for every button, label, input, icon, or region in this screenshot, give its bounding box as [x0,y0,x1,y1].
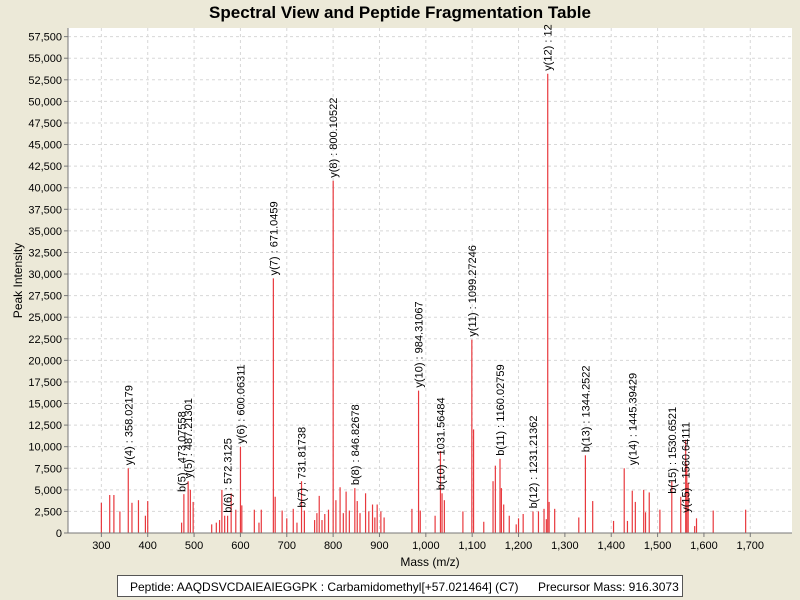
x-tick-label: 1,100 [458,540,486,552]
y-tick-label: 55,000 [28,53,62,65]
y-axis-title: Peak Intensity [11,243,25,318]
x-tick-label: 1,200 [505,540,533,552]
y-tick-label: 5,000 [34,485,62,497]
spectrum-chart[interactable]: 0 2,500 5,000 7,500 10,000 12,500 15,000 17,500… [0,0,800,572]
x-tick-label: 1,400 [597,540,625,552]
y-tick-label: 52,500 [28,75,62,87]
y-tick-label: 45,000 [28,140,62,152]
y-tick-label: 2,500 [34,506,62,518]
x-tick-label: 1,000 [412,540,440,552]
x-tick-label: 1,600 [690,540,718,552]
precursor-mass-label: Precursor Mass: 916.3073 [538,580,679,594]
peak-label: b(13) : 1344.2522 [580,365,592,452]
peak-label: y(11) : 1099.27246 [467,245,479,337]
peak-label: y(4) : 358.02179 [123,385,135,465]
peak-label: b(11) : 1160.02759 [495,364,507,455]
grid [68,28,792,533]
x-tick-label: 700 [278,540,296,552]
peak-label: b(10) : 1031.56484 [435,397,447,490]
peaks [100,73,747,533]
chart-title: Spectral View and Peptide Fragmentation … [209,3,591,22]
plot-area [68,28,792,533]
peak-label: y(12) : 12 [543,24,555,70]
peak-label: y(15) : 1560.64111 [681,422,693,513]
x-tick-label: 1,300 [551,540,579,552]
peak-label: b(6) : 572.3125 [223,438,235,513]
peak-label: b(7) : 731.81738 [297,427,309,508]
y-tick-label: 37,500 [28,204,62,216]
y-tick-label: 47,500 [28,118,62,130]
y-tick-label: 7,500 [34,463,62,475]
y-tick-label: 30,000 [28,269,62,281]
y-tick-label: 10,000 [28,442,62,454]
y-tick-label: 57,500 [28,32,62,44]
x-tick-label: 400 [139,540,157,552]
x-tick-label: 1,500 [644,540,672,552]
x-tick-label: 900 [370,540,388,552]
peak-label: b(12) : 1231.21362 [528,415,540,508]
y-tick-label: 32,500 [28,247,62,259]
peak-label: b(15) : 1530.6521 [667,407,679,494]
peak-label: y(14) : 1445.39429 [627,373,639,465]
y-tick-label: 20,000 [28,355,62,367]
peak-label: y(7) : 671.0459 [268,201,280,275]
y-tick-label: 0 [56,528,62,540]
y-tick-label: 40,000 [28,183,62,195]
peak-label: b(5) : 473.07558 [177,411,189,492]
y-tick-label: 50,000 [28,96,62,108]
y-tick-label: 35,000 [28,226,62,238]
x-tick-label: 1,700 [737,540,765,552]
y-tick-label: 15,000 [28,399,62,411]
peptide-label: Peptide: AAQDSVCDAIEAIEGGPK : Carbamidom… [130,580,519,594]
axes: 0 2,500 5,000 7,500 10,000 12,500 15,000 17,500… [28,28,792,552]
x-tick-label: 500 [185,540,203,552]
x-tick-label: 300 [92,540,110,552]
x-axis-title: Mass (m/z) [400,555,459,569]
peptide-info-box: Peptide: AAQDSVCDAIEAIEGGPK : Carbamidom… [117,575,683,597]
y-tick-label: 17,500 [28,377,62,389]
peak-label: b(8) : 846.82678 [350,404,362,485]
peak-label: y(10) : 984.31067 [414,301,426,387]
y-tick-label: 22,500 [28,334,62,346]
y-tick-label: 27,500 [28,291,62,303]
peak-label: y(5) : 487.21301 [183,398,195,478]
y-tick-label: 12,500 [28,420,62,432]
peak-label: y(6) : 600.06311 [235,364,247,443]
x-tick-label: 600 [231,540,249,552]
y-tick-label: 25,000 [28,312,62,324]
peak-label: y(8) : 800.10522 [328,98,340,178]
y-tick-label: 42,500 [28,161,62,173]
x-tick-label: 800 [324,540,342,552]
